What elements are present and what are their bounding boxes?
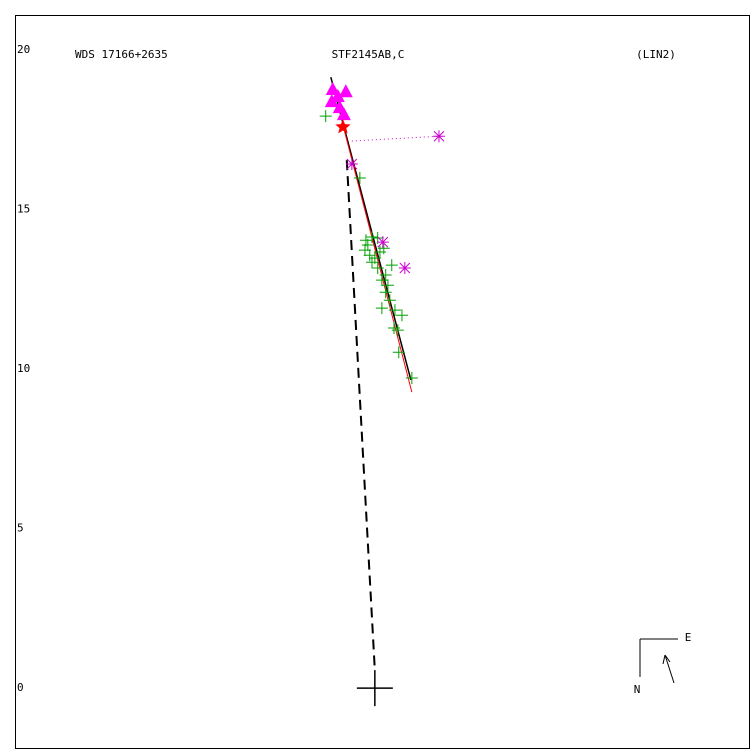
marker-shape xyxy=(359,234,372,247)
orbit-ref: (LIN2) xyxy=(636,48,676,61)
observation-plus xyxy=(392,346,405,359)
marker-shape xyxy=(376,236,389,249)
marker-shape xyxy=(325,81,340,95)
marker-shape xyxy=(388,304,401,317)
observation-triangle xyxy=(324,94,339,108)
plot-frame xyxy=(15,15,750,749)
chart-title: STF2145AB,C xyxy=(332,48,405,61)
marker-shape xyxy=(383,294,396,307)
marker-shape xyxy=(375,302,388,315)
observation-plus xyxy=(353,172,366,185)
y-tick-label: 10 xyxy=(17,362,30,375)
observation-plus xyxy=(319,110,332,123)
marker-shape xyxy=(324,94,339,108)
observation-plus xyxy=(391,324,404,337)
orbit-line xyxy=(351,135,439,142)
origin-cross xyxy=(356,670,393,707)
y-tick-label: 15 xyxy=(17,203,30,216)
marker-shape xyxy=(365,256,378,269)
marker-shape xyxy=(336,107,351,121)
marker-shape xyxy=(392,346,405,359)
motion-arrow xyxy=(662,654,675,684)
observation-plus xyxy=(388,304,401,317)
marker-shape xyxy=(395,309,408,322)
observation-plus xyxy=(395,309,408,322)
marker-shape xyxy=(398,261,411,274)
marker-shape xyxy=(375,274,388,287)
marker-shape xyxy=(432,130,445,143)
observation-plus xyxy=(371,261,384,274)
marker-shape xyxy=(377,242,390,255)
observation-plus xyxy=(385,259,398,272)
observation-plus xyxy=(377,242,390,255)
marker-shape xyxy=(335,119,351,134)
marker-shape xyxy=(363,249,376,262)
observation-plus xyxy=(379,286,392,299)
observation-plus xyxy=(375,302,388,315)
marker-shape xyxy=(345,157,358,170)
compass-north: N xyxy=(634,683,641,696)
marker-shape xyxy=(338,84,353,98)
marker-shape xyxy=(358,244,371,257)
marker-shape xyxy=(381,279,394,292)
marker-shape xyxy=(330,88,345,102)
observation-asterisk xyxy=(398,261,411,274)
marker-shape xyxy=(371,261,384,274)
orbit-line xyxy=(345,160,376,671)
y-tick-label: 20 xyxy=(17,43,30,56)
compass-east: E xyxy=(685,631,692,644)
compass xyxy=(639,638,678,684)
marker-shape xyxy=(405,372,418,385)
observation-plus xyxy=(361,239,374,252)
marker-shape xyxy=(391,324,404,337)
observation-plus xyxy=(383,294,396,307)
y-tick-label: 5 xyxy=(17,522,24,535)
observation-asterisk xyxy=(345,157,358,170)
observation-triangle xyxy=(338,84,353,98)
observation-star xyxy=(335,119,351,134)
marker-shape xyxy=(361,239,374,252)
observation-plus xyxy=(365,231,378,244)
wds-id: WDS 17166+2635 xyxy=(75,48,168,61)
observation-triangle xyxy=(330,88,345,102)
marker-shape xyxy=(385,259,398,272)
observation-triangle xyxy=(325,81,340,95)
observation-asterisk xyxy=(376,236,389,249)
observation-asterisk xyxy=(432,130,445,143)
observation-plus xyxy=(363,249,376,262)
observation-plus xyxy=(365,256,378,269)
observation-plus xyxy=(405,372,418,385)
observation-triangle xyxy=(336,107,351,121)
observation-plus xyxy=(358,244,371,257)
marker-shape xyxy=(319,110,332,123)
observation-plus xyxy=(381,279,394,292)
observation-plus xyxy=(359,234,372,247)
marker-shape xyxy=(379,286,392,299)
y-tick-label: 0 xyxy=(17,681,24,694)
plot-area: 0 5 10 15 20 xyxy=(17,43,445,707)
marker-shape xyxy=(353,172,366,185)
marker-shape xyxy=(365,231,378,244)
observation-plus xyxy=(375,274,388,287)
